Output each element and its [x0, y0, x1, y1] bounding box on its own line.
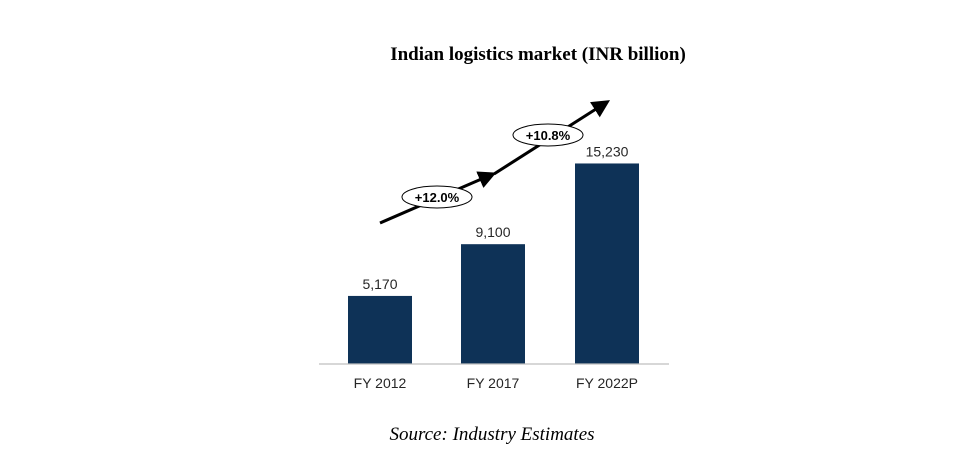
cagr-ellipse-2	[512, 123, 584, 147]
bar-3	[575, 163, 639, 364]
cagr-ellipse-1	[401, 185, 473, 209]
x-tick-labels: FY 2012 FY 2017 FY 2022P	[354, 375, 638, 391]
source-note: Source: Industry Estimates	[389, 424, 595, 445]
cagr-annotation-1: +12.0%	[401, 185, 473, 209]
x-tick-label-1: FY 2012	[354, 375, 407, 391]
cagr-label-1: +12.0%	[415, 190, 460, 205]
cagr-label-2: +10.8%	[526, 128, 571, 143]
x-tick-label-3: FY 2022P	[576, 375, 638, 391]
bars-group: 5,170 9,100 15,230	[348, 143, 639, 364]
chart-title: Indian logistics market (INR billion)	[390, 44, 686, 65]
bar-value-label-1: 5,170	[362, 276, 397, 292]
bar-value-label-3: 15,230	[586, 143, 629, 159]
bar-value-label-2: 9,100	[475, 224, 510, 240]
bar-2	[461, 244, 525, 364]
x-tick-label-2: FY 2017	[467, 375, 520, 391]
bar-1	[348, 295, 412, 364]
cagr-annotation-2: +10.8%	[512, 123, 584, 147]
